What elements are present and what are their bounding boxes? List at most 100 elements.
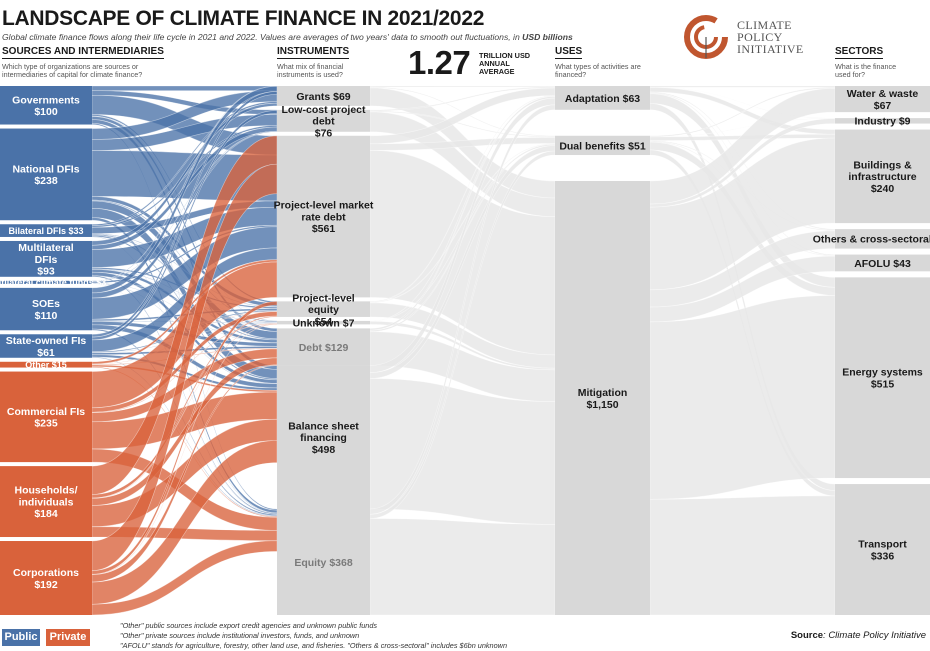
source-label-governments-line: Governments: [12, 94, 80, 106]
instrument-label-project-level-equity-line: equity: [308, 304, 339, 316]
sector-node-energy-systems: [835, 277, 930, 479]
uses-column-question: What types of activities are financed?: [555, 62, 641, 80]
source-node-governments: [0, 86, 92, 125]
source-label-households-individuals-line: individuals: [19, 496, 74, 508]
instrument-label-grants-line: Grants $69: [296, 91, 350, 103]
use-node-mitigation: [555, 181, 650, 615]
source-label-soes-line: $110: [35, 310, 58, 322]
sector-label-water-waste-line: Water & waste: [847, 88, 919, 100]
instrument-label-debt: Debt $129: [299, 342, 349, 354]
sector-label-energy-systems: Energy systems $515: [842, 367, 923, 391]
sector-label-others-cross-sectoral-line: Others & cross-sectoral $50: [813, 234, 930, 246]
use-label-adaptation-line: Adaptation $63: [565, 93, 640, 105]
source-label-multilateral-climate-funds: Multilateral climate funds $3: [0, 278, 106, 288]
flow-equity-to-mitigation: [369, 518, 556, 616]
page-title: LANDSCAPE OF CLIMATE FINANCE IN 2021/202…: [2, 7, 485, 30]
use-label-mitigation-line: $1,150: [586, 399, 618, 411]
source-label-state-owned-fis-line: $61: [37, 347, 55, 359]
instrument-label-unknown: Unknown $7: [293, 318, 355, 330]
instrument-node-debt: [277, 328, 370, 366]
sector-label-transport: Transport $336: [858, 539, 907, 563]
source-label-other: Other $15: [25, 360, 67, 370]
source-node-commercial-fis: [0, 371, 92, 463]
source-label-national-dfis-line: National DFIs: [12, 163, 79, 175]
node-layer: [0, 86, 930, 615]
sector-node-buildings-infrastructure: [835, 129, 930, 224]
instrument-label-balance-sheet-financing-line: $498: [312, 444, 336, 456]
subtitle-text: Global climate finance flows along their…: [2, 32, 523, 42]
use-label-dual-benefits-line: Dual benefits $51: [559, 140, 646, 152]
total-unit-line-1: TRILLION USD: [479, 51, 531, 60]
sectors-column-question: What is the finance used for?: [835, 62, 897, 80]
sector-label-transport-line: $336: [871, 550, 895, 562]
sector-node-water-waste: [835, 86, 930, 113]
label-layer: Governments $100 National DFIs $238 Bilatera…: [0, 88, 930, 591]
source-label-national-dfis-line: $238: [34, 175, 58, 187]
instruments-column-title: INSTRUMENTS: [277, 46, 350, 59]
sector-label-transport-line: Transport: [858, 539, 907, 551]
sector-label-buildings-infrastructure: Buildings & infrastructure $240: [848, 160, 916, 196]
sector-label-buildings-infrastructure-line: $240: [871, 183, 895, 195]
source-label-corporations: Corporations $192: [13, 567, 79, 591]
sector-node-transport: [835, 484, 930, 615]
flow-commercial-fis-to-project-level-market-rate-debt: [91, 261, 278, 409]
legend-public: Public: [2, 629, 40, 646]
instrument-node-low-cost-project-debt: [277, 109, 370, 132]
sector-label-afolu: AFOLU $43: [854, 258, 911, 270]
instrument-label-debt-line: Debt $129: [299, 342, 349, 354]
flow-mitigation-to-transport: [649, 495, 836, 616]
legend-private: Private: [46, 629, 90, 646]
total-unit-line-3: AVERAGE: [479, 67, 515, 77]
source-label-households-individuals: Households/individuals $184: [14, 485, 77, 521]
instruments-column-question: What mix of financial instruments is use…: [277, 62, 344, 80]
source-label-soes: SOEs $110: [32, 298, 60, 322]
sector-label-energy-systems-line: Energy systems: [842, 367, 923, 379]
source-label-national-dfis: National DFIs $238: [12, 163, 79, 187]
logo-line-1: CLIMATE: [737, 18, 792, 32]
source-label-bilateral-dfis: Bilateral DFIs $33: [8, 226, 83, 236]
source-label-multilateral-climate-funds-line: Multilateral climate funds $3: [0, 278, 106, 288]
flow-mitigation-to-energy-systems: [649, 295, 836, 500]
source-label-governments-line: $100: [34, 106, 58, 118]
sector-label-energy-systems-line: $515: [871, 379, 895, 391]
instrument-node-equity: [277, 508, 370, 615]
flow-grants-to-adaptation: [369, 85, 556, 88]
flow-corporations-to-debt: [91, 364, 278, 583]
source-label-corporations-line: Corporations: [13, 567, 79, 579]
uses-column-title: USES: [555, 46, 583, 59]
instrument-node-project-level-market-rate-debt: [277, 135, 370, 298]
sector-label-buildings-infrastructure-line: infrastructure: [848, 171, 916, 183]
source-node-soes: [0, 287, 92, 331]
sector-label-industry-line: Industry $9: [854, 116, 910, 128]
use-node-adaptation: [555, 86, 650, 110]
source-node-national-dfis: [0, 128, 92, 221]
instrument-node-grants: [277, 86, 370, 106]
source-node-other: [0, 361, 92, 368]
instrument-label-balance-sheet-financing-line: Balance sheet: [288, 420, 359, 432]
instrument-label-project-level-market-rate-debt-line: $561: [312, 223, 336, 235]
use-node-dual-benefits: [555, 135, 650, 156]
source-label-households-individuals-line: $184: [34, 508, 58, 520]
source-label-multilateral-dfis-line: $93: [37, 266, 55, 278]
footnote-3: "AFOLU" stands for agriculture, forestry…: [120, 640, 508, 650]
sector-label-buildings-infrastructure-line: Buildings &: [853, 160, 912, 172]
sectors-column-title: SECTORS: [835, 46, 884, 59]
source-node-multilateral-dfis: [0, 240, 92, 277]
footnote-1: "Other" public sources include export cr…: [120, 621, 378, 630]
source-label-multilateral-dfis-line: DFIs: [35, 254, 58, 266]
flow-mitigation-to-industry: [649, 118, 836, 208]
total-value: 1.27: [408, 44, 471, 81]
source-label-commercial-fis: Commercial FIs $235: [7, 406, 85, 430]
logo-line-3: INITIATIVE: [737, 42, 804, 56]
instrument-label-project-level-equity-line: $54: [315, 316, 333, 328]
source-node-bilateral-dfis: [0, 224, 92, 237]
flow-multilateral-dfis-to-grants: [91, 102, 278, 246]
source-node-multilateral-climate-funds: [0, 280, 92, 284]
source-label-bilateral-dfis-line: Bilateral DFIs $33: [8, 226, 83, 236]
sector-node-afolu: [835, 254, 930, 272]
use-label-mitigation-line: Mitigation: [578, 387, 628, 399]
source-label-commercial-fis-line: $235: [34, 418, 58, 430]
cpi-logo-icon: [684, 15, 728, 59]
source-label-soes-line: SOEs: [32, 298, 60, 310]
